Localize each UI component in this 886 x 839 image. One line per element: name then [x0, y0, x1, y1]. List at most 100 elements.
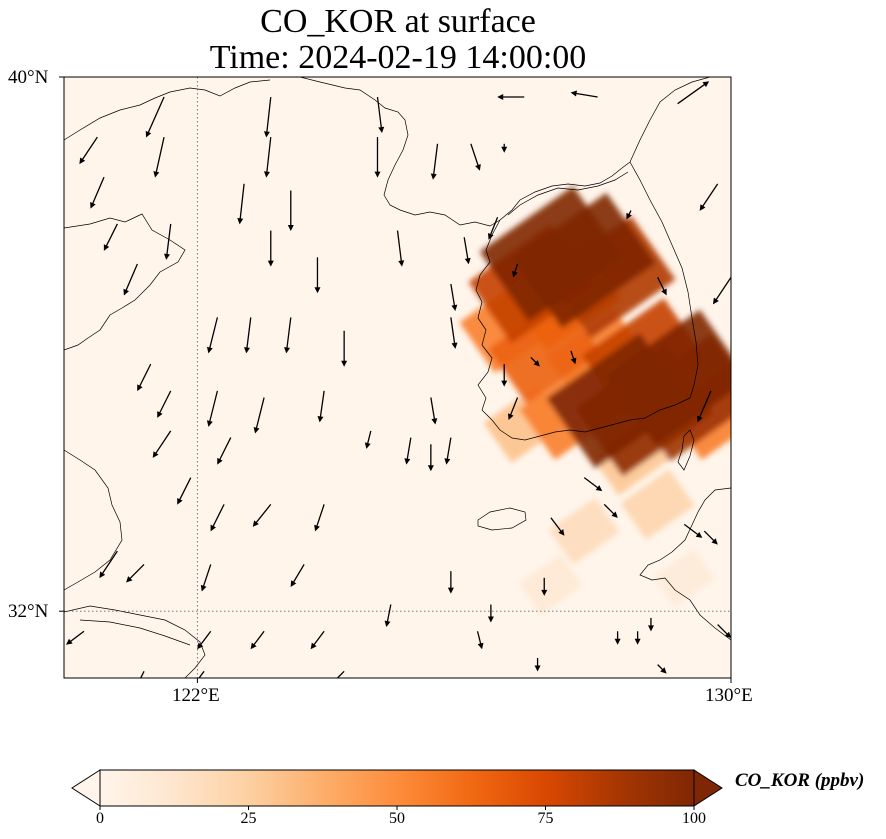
wind-arrow [206, 390, 219, 427]
map-frame [63, 76, 732, 679]
wind-arrow [703, 530, 718, 545]
wind-arrow [444, 437, 452, 465]
wind-arrow [163, 223, 172, 260]
wind-arrow [314, 257, 321, 294]
wind-arrow [284, 317, 292, 354]
wind-arrow [364, 430, 372, 449]
wind-arrow [200, 564, 212, 592]
coastline-korea-west [475, 219, 691, 441]
wind-arrow [430, 143, 439, 180]
coastline-border-river [507, 171, 629, 216]
concentration-cell [488, 297, 601, 404]
wind-arrow [583, 477, 603, 492]
wind-arrow [447, 571, 454, 594]
colorbar-tick-100: 100 [682, 810, 706, 827]
wind-arrow [570, 350, 577, 365]
wind-arrow [210, 504, 225, 532]
wind-arrow [197, 630, 212, 650]
wind-arrow [697, 390, 712, 423]
wind-arrow [267, 230, 274, 267]
lon-label-130e: 130°E [705, 685, 753, 706]
colorbar-tick-50: 50 [389, 810, 405, 827]
wind-arrow [717, 624, 731, 639]
wind-arrow [244, 317, 252, 354]
colorbar [71, 769, 723, 810]
wind-arrow [487, 604, 494, 623]
co-concentration-field [459, 186, 731, 615]
map-plot [59, 76, 732, 683]
wind-arrow [250, 630, 265, 650]
wind-arrow [657, 664, 667, 674]
lon-label-122e: 122°E [172, 685, 220, 706]
wind-arrow [145, 96, 165, 138]
wind-arrow [501, 143, 508, 153]
wind-arrow [310, 630, 325, 650]
colorbar-tick-25: 25 [240, 810, 257, 827]
wind-arrow [252, 503, 272, 527]
coastline-liaodong [64, 213, 186, 351]
colorbar-tick-0: 0 [96, 810, 104, 827]
lat-label-40n: 40°N [8, 67, 49, 88]
map-subtitle-time: Time: 2024-02-19 14:00:00 [209, 39, 587, 76]
wind-arrow [384, 604, 392, 628]
wind-arrow [126, 564, 145, 583]
coastline-korea-east [629, 161, 699, 399]
wind-arrow [137, 363, 152, 392]
wind-arrow [634, 631, 641, 645]
wind-arrow [614, 631, 621, 645]
concentration-cell [620, 469, 695, 540]
concentration-cell [653, 548, 716, 608]
colorbar-gradient [99, 769, 695, 807]
lat-label-32n: 32°N [8, 601, 49, 622]
wind-arrow [103, 223, 118, 251]
wind-arrow [206, 317, 219, 354]
wind-arrow [177, 477, 192, 505]
wind-arrow [508, 397, 519, 421]
wind-arrow [376, 96, 385, 134]
colorbar-extend-max [693, 769, 723, 807]
wind-arrow [450, 283, 458, 312]
wind-arrow [263, 137, 272, 178]
colorbar-tick-75: 75 [537, 810, 554, 827]
wind-arrow [470, 143, 481, 171]
wind-arrow [626, 210, 632, 220]
wind-arrow [314, 504, 325, 532]
wind-arrow [157, 390, 172, 418]
colorbar-label: CO_KOR (ppbv) [735, 770, 865, 791]
wind-arrow [677, 81, 710, 105]
wind-arrow [570, 90, 598, 98]
wind-arrow [657, 277, 667, 296]
coastline-kyushu [639, 487, 731, 641]
wind-arrow [550, 517, 565, 536]
wind-arrow [99, 550, 118, 579]
wind-arrow [139, 671, 145, 678]
coastline-north-korea-east [629, 77, 711, 163]
wind-arrow [79, 136, 98, 165]
coastline-bohai [64, 79, 271, 141]
wind-arrow [683, 523, 703, 538]
coastline-north-korea-west [299, 77, 631, 227]
wind-arrow [476, 631, 484, 650]
coastline-yangtze-estuary [79, 619, 191, 646]
wind-arrow [253, 397, 265, 434]
wind-arrow [317, 390, 325, 423]
wind-arrow [152, 430, 172, 458]
wind-arrow [497, 94, 525, 101]
wind-arrow [427, 444, 434, 472]
coastline-yangtze [64, 605, 206, 678]
wind-arrow [501, 364, 508, 387]
wind-arrow [396, 230, 405, 267]
coastline-jeju [477, 507, 527, 531]
wind-arrow [66, 630, 85, 645]
concentration-cell [546, 333, 689, 469]
concentration-cell [519, 554, 583, 615]
wind-arrow [699, 183, 719, 211]
wind-arrow [336, 670, 345, 678]
wind-arrow [647, 617, 654, 632]
wind-arrow [153, 136, 165, 178]
map-title: CO_KOR at surface [260, 3, 536, 40]
wind-arrow [341, 330, 348, 367]
wind-arrow [198, 670, 205, 678]
wind-arrow [541, 577, 548, 596]
wind-arrow [90, 176, 105, 209]
